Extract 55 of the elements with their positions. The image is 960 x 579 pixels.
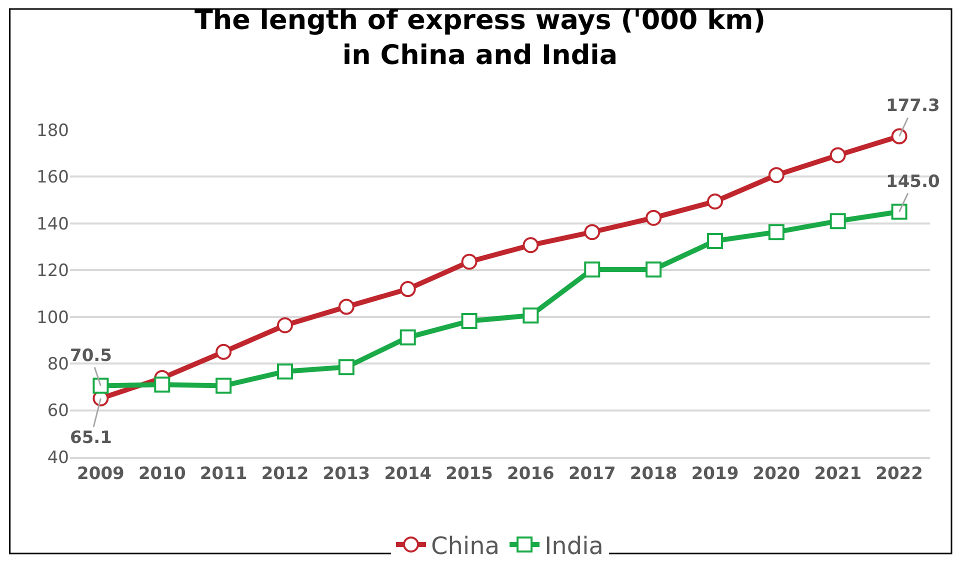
x-tick-label: 2010 xyxy=(138,464,186,484)
x-tick-label: 2020 xyxy=(752,464,800,484)
legend-label: China xyxy=(431,532,500,560)
point xyxy=(216,344,232,360)
y-tick-label: 160 xyxy=(36,168,69,188)
point xyxy=(891,128,908,144)
x-tick-label: 2012 xyxy=(261,464,309,484)
point xyxy=(522,237,539,254)
point xyxy=(400,329,416,346)
point xyxy=(154,376,170,393)
x-tick-label: 2011 xyxy=(200,464,248,484)
x-tick-label: 2021 xyxy=(814,464,862,484)
y-tick-label: 40 xyxy=(47,448,69,468)
x-tick-label: 2009 xyxy=(77,464,124,484)
data-label: 65.1 xyxy=(70,428,112,448)
point xyxy=(830,147,846,164)
point xyxy=(522,307,539,324)
point xyxy=(92,378,109,394)
chart-title: The length of express ways ('000 km) in China and India xyxy=(194,4,766,72)
point xyxy=(584,261,600,278)
point xyxy=(707,232,723,249)
x-tick-label: 2019 xyxy=(691,464,739,484)
point xyxy=(461,254,478,270)
point xyxy=(768,224,784,240)
point xyxy=(216,378,232,394)
x-tick-label: 2016 xyxy=(507,464,554,484)
data-label: 177.3 xyxy=(886,96,940,116)
x-tick-label: 2022 xyxy=(876,464,923,484)
point xyxy=(891,204,908,220)
point xyxy=(768,167,784,184)
y-tick-label: 120 xyxy=(36,261,69,282)
point xyxy=(400,281,416,298)
y-tick-label: 100 xyxy=(36,308,69,328)
x-tick-label: 2015 xyxy=(446,464,493,484)
y-tick-label: 180 xyxy=(36,120,69,141)
point xyxy=(277,317,293,334)
data-label: 70.5 xyxy=(70,346,112,366)
point xyxy=(707,193,723,210)
point xyxy=(646,210,662,226)
point xyxy=(830,213,846,230)
x-tick-label: 2013 xyxy=(322,464,370,484)
y-tick-label: 80 xyxy=(47,354,69,375)
point xyxy=(461,313,478,330)
x-tick-label: 2014 xyxy=(384,464,432,484)
x-tick-label: 2017 xyxy=(568,464,616,484)
legend-label: India xyxy=(544,532,604,560)
point xyxy=(277,364,293,380)
point xyxy=(584,224,600,240)
point xyxy=(338,359,354,376)
point xyxy=(338,298,354,315)
y-tick-label: 60 xyxy=(47,401,69,422)
y-tick-label: 140 xyxy=(36,214,69,234)
x-tick-label: 2018 xyxy=(630,464,678,484)
data-label: 145.0 xyxy=(886,172,940,192)
point xyxy=(646,261,662,278)
